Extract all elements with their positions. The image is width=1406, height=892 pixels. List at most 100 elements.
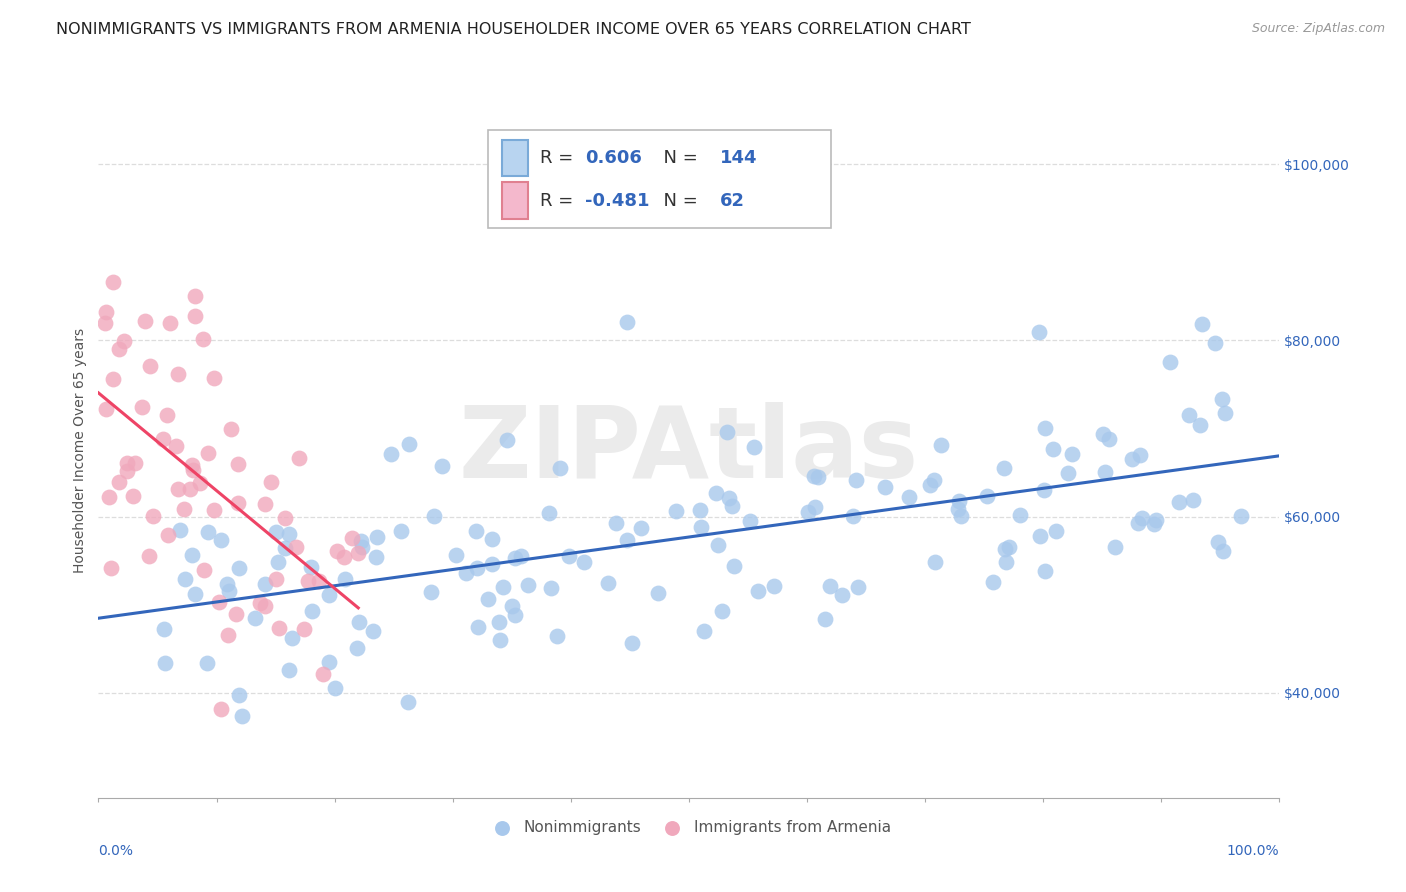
Point [467, 619, 489, 633]
Point [742, 440, 765, 454]
Point [94, 304, 117, 318]
Point [423, 509, 446, 524]
Point [278, 663, 301, 677]
Point [1056, 466, 1078, 480]
Point [762, 579, 785, 593]
Point [269, 620, 291, 634]
Point [898, 490, 921, 504]
Point [1091, 426, 1114, 441]
Point [396, 695, 419, 709]
Point [1188, 417, 1211, 432]
Point [489, 632, 512, 647]
Point [998, 540, 1021, 554]
Point [292, 622, 315, 636]
Point [976, 489, 998, 503]
Point [948, 502, 970, 516]
Point [299, 560, 322, 574]
Point [219, 422, 242, 436]
Point [620, 636, 643, 650]
Point [1212, 544, 1234, 558]
Point [97, 490, 120, 504]
Point [1204, 335, 1226, 350]
Point [1230, 509, 1253, 524]
Point [605, 516, 627, 530]
Point [481, 532, 503, 546]
Point [318, 655, 340, 669]
Text: Source: ZipAtlas.com: Source: ZipAtlas.com [1251, 22, 1385, 36]
Point [228, 689, 250, 703]
Point [152, 432, 174, 446]
Text: 100.0%: 100.0% [1227, 844, 1279, 857]
Point [202, 503, 225, 517]
Point [420, 585, 443, 599]
Point [347, 615, 370, 629]
Point [181, 548, 204, 562]
Point [249, 596, 271, 610]
Point [174, 572, 197, 586]
Point [153, 656, 176, 670]
Point [1144, 513, 1167, 527]
Point [707, 538, 730, 552]
Point [364, 550, 387, 565]
Point [184, 288, 207, 302]
Point [112, 334, 135, 349]
Point [546, 629, 568, 643]
Point [287, 450, 309, 465]
Point [226, 457, 249, 471]
Point [804, 500, 827, 514]
Point [209, 533, 232, 547]
Point [134, 314, 156, 328]
Point [538, 506, 561, 520]
Point [1126, 516, 1149, 531]
Point [100, 561, 122, 575]
Point [846, 580, 869, 594]
Point [1167, 495, 1189, 509]
Point [948, 494, 970, 508]
Point [1033, 421, 1056, 435]
Point [93, 316, 115, 330]
Point [173, 501, 195, 516]
Point [574, 555, 596, 569]
Point [501, 599, 523, 613]
Point [1143, 516, 1166, 531]
Point [159, 316, 181, 330]
Point [165, 440, 187, 454]
Point [1029, 529, 1052, 543]
Point [716, 425, 738, 439]
Point [312, 667, 335, 681]
Point [152, 622, 174, 636]
Point [208, 595, 231, 609]
Point [845, 473, 868, 487]
Point [156, 408, 179, 422]
Point [184, 587, 207, 601]
Point [267, 555, 290, 569]
Point [167, 482, 190, 496]
Point [1213, 406, 1236, 420]
Point [228, 561, 250, 575]
Point [1178, 409, 1201, 423]
Point [1098, 432, 1121, 446]
Point [1104, 540, 1126, 554]
Point [124, 456, 146, 470]
Point [197, 524, 219, 539]
Point [807, 470, 830, 484]
Point [333, 550, 356, 565]
Point [122, 489, 145, 503]
Text: N =: N = [652, 149, 704, 167]
Point [107, 475, 129, 490]
Point [993, 460, 1015, 475]
Point [1042, 442, 1064, 456]
Point [814, 612, 837, 626]
Point [1130, 511, 1153, 525]
Point [1206, 535, 1229, 549]
Point [464, 524, 486, 539]
Point [630, 521, 652, 535]
Point [253, 599, 276, 613]
Point [1191, 317, 1213, 331]
Point [101, 276, 124, 290]
Point [195, 656, 218, 670]
Point [264, 573, 287, 587]
Point [704, 486, 727, 500]
Bar [502, 139, 529, 176]
Point [254, 497, 277, 511]
